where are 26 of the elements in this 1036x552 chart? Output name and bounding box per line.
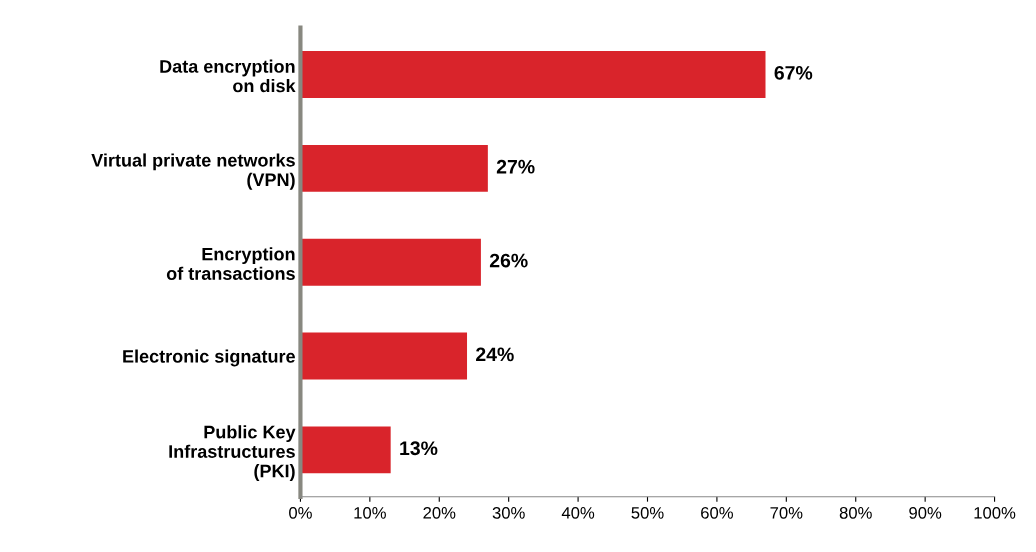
y-tick-label: Public Key Infrastructures (PKI) (169, 425, 296, 481)
x-tick-label: 10% (354, 506, 386, 519)
data-label: 24% (476, 347, 514, 362)
x-tick-label: 80% (839, 506, 872, 519)
data-label: 27% (496, 159, 535, 174)
bar (300, 426, 391, 474)
data-label: 13% (400, 441, 438, 456)
bar (300, 144, 488, 192)
x-tick-label: 40% (561, 506, 595, 519)
y-tick-label: Encryption of transactions (166, 247, 295, 280)
data-label: 67% (774, 65, 813, 80)
bar (300, 51, 766, 98)
x-tick-label: 60% (701, 506, 733, 519)
y-tick-label: Data encryption on disk (160, 59, 296, 93)
x-tick-label: 90% (909, 506, 942, 519)
x-tick-label: 70% (770, 506, 803, 519)
bar (300, 332, 468, 380)
x-tick-label: 20% (423, 506, 456, 519)
x-tick-label: 0% (289, 506, 312, 519)
bar (300, 238, 481, 286)
x-tick-label: 50% (631, 506, 664, 519)
x-tick-label: 30% (492, 506, 525, 519)
data-label: 26% (489, 253, 528, 268)
y-tick-label: Virtual private networks (VPN) (91, 153, 295, 190)
x-tick-label: 100% (974, 506, 1016, 519)
y-tick-label: Electronic signature (123, 349, 295, 367)
